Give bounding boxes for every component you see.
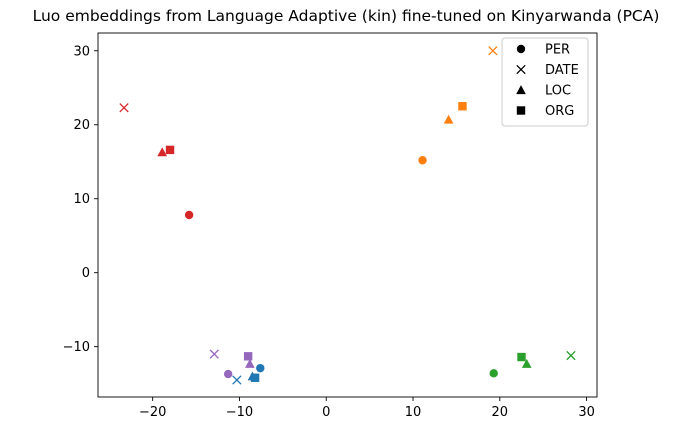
data-point-x bbox=[488, 46, 498, 56]
x-tick-label: −20 bbox=[139, 405, 166, 420]
legend-box bbox=[501, 37, 589, 127]
legend-label: LOC bbox=[545, 84, 571, 99]
data-point-square bbox=[243, 352, 253, 361]
data-point-circle bbox=[184, 210, 194, 220]
data-points bbox=[119, 46, 576, 385]
legend-marker-triangle bbox=[516, 85, 526, 95]
data-point-circle bbox=[256, 363, 265, 373]
data-point-square bbox=[458, 102, 467, 111]
legend-label: PER bbox=[545, 43, 570, 58]
data-point-square bbox=[165, 145, 175, 155]
y-tick-label: 20 bbox=[73, 118, 90, 133]
data-point-circle bbox=[223, 369, 233, 379]
data-point-triangle bbox=[245, 358, 255, 368]
data-point-x bbox=[232, 375, 242, 385]
legend-marker-x bbox=[516, 64, 526, 75]
data-point-square bbox=[250, 373, 260, 382]
x-tick-label: −10 bbox=[226, 405, 253, 420]
data-point-triangle bbox=[157, 147, 168, 157]
axes: −20 −10 0 10 20 30 −10 0 10 20 30 bbox=[63, 32, 598, 420]
data-point-x bbox=[566, 350, 576, 361]
legend: PER DATE LOC ORG bbox=[501, 37, 589, 127]
legend-label: DATE bbox=[545, 63, 579, 78]
legend-marker-circle bbox=[516, 44, 526, 54]
data-point-square bbox=[517, 352, 526, 362]
legend-label: ORG bbox=[545, 104, 574, 119]
x-tick-label: 20 bbox=[492, 405, 509, 420]
y-tick-label: 30 bbox=[73, 44, 90, 59]
y-tick-label: 10 bbox=[73, 192, 90, 207]
x-tick-label: 0 bbox=[322, 405, 330, 420]
data-point-triangle bbox=[443, 114, 454, 124]
data-point-x bbox=[119, 103, 129, 113]
y-tick-label: 0 bbox=[82, 266, 90, 281]
y-tick-label: −10 bbox=[63, 340, 90, 355]
data-point-circle bbox=[418, 156, 427, 165]
data-point-circle bbox=[489, 369, 498, 378]
plot-frame bbox=[97, 32, 598, 398]
data-point-x bbox=[209, 349, 219, 359]
chart-title: Luo embeddings from Language Adaptive (k… bbox=[33, 7, 660, 25]
x-tick-label: 30 bbox=[578, 405, 595, 420]
legend-marker-square bbox=[516, 106, 526, 115]
data-point-triangle bbox=[521, 358, 532, 368]
x-tick-label: 10 bbox=[405, 405, 422, 420]
